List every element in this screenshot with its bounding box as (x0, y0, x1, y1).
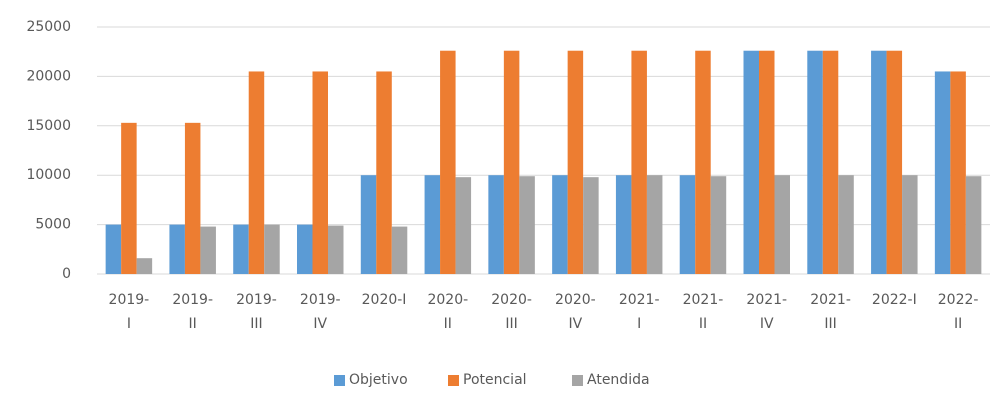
bar (328, 225, 344, 274)
bar (710, 176, 727, 274)
bar (871, 50, 887, 274)
x-tick-label: 2020- IV (555, 292, 596, 332)
legend-swatch (448, 374, 459, 386)
bar (105, 224, 122, 274)
bar (934, 71, 951, 275)
bar (950, 71, 966, 275)
legend-label: Potencial (463, 372, 527, 388)
bar (488, 175, 504, 274)
bar (646, 175, 663, 274)
x-tick-label: 2020- II (427, 292, 469, 332)
bar (503, 50, 520, 274)
bar (774, 175, 790, 274)
bar (264, 224, 280, 274)
bar (807, 50, 823, 274)
bar (233, 224, 249, 274)
bar (615, 175, 632, 274)
bar (360, 175, 377, 274)
bar (759, 50, 775, 274)
y-tick-label: 20000 (26, 68, 71, 84)
bar (743, 50, 759, 274)
bar (169, 224, 185, 274)
bar (695, 50, 711, 274)
bar (567, 50, 584, 274)
bar (822, 50, 839, 274)
bar (391, 226, 408, 274)
x-tick-label: 2022- II (937, 292, 979, 332)
bar (312, 71, 328, 275)
y-tick-label: 10000 (26, 167, 71, 183)
bar (519, 176, 535, 274)
bar (136, 258, 153, 274)
bar (583, 177, 599, 274)
bar (552, 175, 568, 274)
legend-swatch (334, 374, 345, 386)
bar (184, 122, 201, 274)
y-tick-label: 0 (62, 266, 71, 282)
legend-label: Objetivo (349, 372, 408, 388)
x-tick-label: 2020-I (361, 292, 407, 308)
x-tick-label: 2021- I (618, 292, 660, 332)
bar (631, 50, 647, 274)
bar (455, 177, 472, 274)
x-tick-label: 2021- III (810, 292, 851, 332)
bar (838, 175, 854, 274)
x-tick-label: 2019- I (108, 292, 150, 332)
bar (121, 122, 137, 274)
legend-item: Atendida (572, 372, 650, 388)
x-tick-label: 2021- II (682, 292, 724, 332)
bar (376, 71, 392, 275)
y-tick-label: 25000 (26, 19, 71, 35)
x-tick-label: 2022-I (871, 292, 917, 308)
legend-item: Objetivo (334, 372, 408, 388)
x-tick-label: 2019- III (236, 292, 277, 332)
x-tick-label: 2020- III (491, 292, 532, 332)
bar (248, 71, 265, 275)
bar (297, 224, 313, 274)
y-tick-label: 15000 (26, 118, 71, 134)
bar (424, 175, 441, 274)
y-tick-label: 5000 (35, 217, 71, 233)
x-tick-label: 2019- II (172, 292, 214, 332)
bar (679, 175, 696, 274)
legend-label: Atendida (587, 372, 650, 388)
legend-item: Potencial (448, 372, 527, 388)
bar (200, 226, 216, 274)
x-tick-label: 2019- IV (299, 292, 341, 332)
x-tick-label: 2021- IV (746, 292, 788, 332)
legend-swatch (572, 374, 583, 386)
bar (965, 176, 982, 274)
bar (902, 175, 918, 274)
bar (440, 50, 456, 274)
bar (886, 50, 903, 274)
